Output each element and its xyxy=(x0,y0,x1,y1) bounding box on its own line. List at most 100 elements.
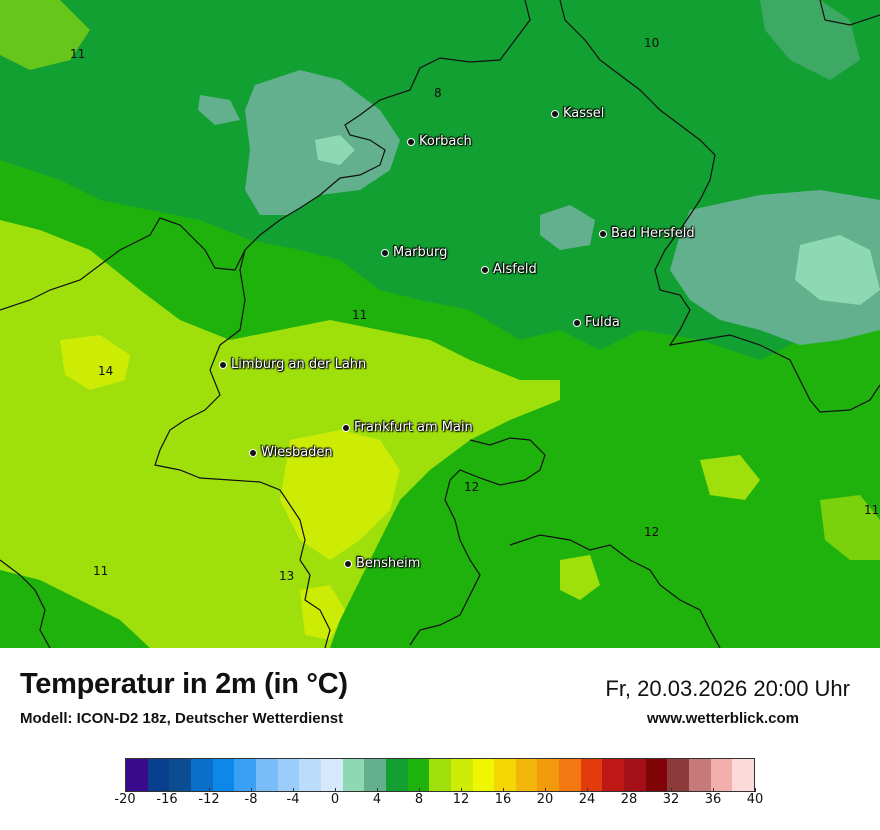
legend-swatch xyxy=(624,759,646,791)
legend-swatch xyxy=(645,759,668,791)
legend-swatch xyxy=(732,759,755,791)
field-patch xyxy=(700,455,760,500)
legend-tick-mark xyxy=(209,788,210,792)
field-patch xyxy=(560,555,600,600)
legend-swatch xyxy=(255,759,278,791)
field-zone-13-15 xyxy=(0,220,560,648)
city-kassel: Kassel xyxy=(551,106,604,121)
legend-ticks: -20 -16 -12 -8 -4 0 4 8 12 16 20 24 28 32 36 40 xyxy=(114,788,763,816)
legend-swatch xyxy=(602,759,625,791)
legend-tick-label: 12 xyxy=(452,792,470,807)
color-legend xyxy=(125,758,755,792)
legend-tick-mark xyxy=(755,788,756,792)
isoline-label: 11 xyxy=(93,564,109,578)
legend-tick-label: 20 xyxy=(536,792,554,807)
website-link[interactable]: www.wetterblick.com xyxy=(647,710,799,727)
border-west xyxy=(154,249,331,648)
isoline-label: 11 xyxy=(70,47,86,61)
legend-tick-mark xyxy=(251,788,252,792)
legend-swatch xyxy=(580,759,603,791)
city-wiesbaden: Wiesbaden xyxy=(249,445,333,460)
field-patch xyxy=(198,95,240,125)
city-dot xyxy=(599,229,607,238)
legend-tick-mark xyxy=(545,788,546,792)
border-south-inner xyxy=(409,437,546,646)
legend-swatch xyxy=(212,759,235,791)
map-title: Temperatur in 2m (in °C) xyxy=(20,668,348,700)
legend-swatch xyxy=(494,759,516,791)
legend-tick-mark xyxy=(587,788,588,792)
field-zone-4-6-west xyxy=(315,135,355,165)
legend-swatch xyxy=(320,759,343,791)
city-dot xyxy=(344,559,352,568)
city-label: Bad Hersfeld xyxy=(611,226,695,241)
city-dot xyxy=(573,318,581,327)
border-east xyxy=(559,0,880,413)
legend-tick-mark xyxy=(671,788,672,792)
legend-tick-mark xyxy=(419,788,420,792)
legend-tick-label: -4 xyxy=(286,792,300,807)
legend-swatch xyxy=(385,759,408,791)
legend-swatch xyxy=(407,759,430,791)
city-label: Frankfurt am Main xyxy=(354,420,473,435)
city-dot xyxy=(551,109,559,118)
legend-tick-label: 32 xyxy=(662,792,680,807)
city-marburg: Marburg xyxy=(381,245,447,260)
border-ne xyxy=(819,0,880,26)
city-label: Fulda xyxy=(585,315,620,330)
legend-tick-mark xyxy=(629,788,630,792)
field-patch xyxy=(60,335,130,390)
city-frankfurt: Frankfurt am Main xyxy=(342,420,473,435)
city-dot xyxy=(407,137,415,146)
field-patch xyxy=(300,585,345,640)
isoline-label: 14 xyxy=(98,364,114,378)
field-zone-15-17 xyxy=(280,430,400,560)
isoline-label: 10 xyxy=(644,36,660,50)
city-alsfeld: Alsfeld xyxy=(481,262,537,277)
legend-tick-mark xyxy=(293,788,294,792)
legend-tick-label: -12 xyxy=(198,792,220,807)
legend-tick-label: 8 xyxy=(414,792,424,807)
legend-tick-mark xyxy=(503,788,504,792)
city-label: Marburg xyxy=(393,245,448,260)
city-dot xyxy=(481,265,489,274)
city-dot xyxy=(381,248,389,257)
legend-swatch xyxy=(667,759,690,791)
temperature-map: Kassel Korbach Bad Hersfeld Marburg Alsf… xyxy=(0,0,880,648)
legend-swatch xyxy=(472,759,495,791)
legend-tick-label: 40 xyxy=(746,792,764,807)
legend-tick-mark xyxy=(713,788,714,792)
legend-swatch xyxy=(710,759,733,791)
city-label: Alsfeld xyxy=(493,262,537,277)
legend-tick-mark xyxy=(377,788,378,792)
isoline-label: 13 xyxy=(279,569,295,583)
legend-swatch xyxy=(515,759,538,791)
legend-tick-label: 24 xyxy=(578,792,596,807)
border-south xyxy=(509,534,721,648)
legend-tick-mark xyxy=(461,788,462,792)
legend-swatch xyxy=(190,759,213,791)
field-patch xyxy=(760,0,860,80)
legend-swatch xyxy=(537,759,560,791)
field-patch xyxy=(820,495,880,560)
legend-tick-mark xyxy=(335,788,336,792)
city-fulda: Fulda xyxy=(573,315,620,330)
field-zone-4-6-east xyxy=(795,235,880,305)
legend-tick-mark xyxy=(167,788,168,792)
isoline-label: 11 xyxy=(864,503,880,517)
field-zone-6-8-east xyxy=(670,190,880,345)
isoline-label: 12 xyxy=(644,525,660,539)
footer: Temperatur in 2m (in °C) Modell: ICON-D2… xyxy=(0,648,880,830)
city-label: Korbach xyxy=(419,134,472,149)
city-dot xyxy=(342,423,350,432)
temperature-field xyxy=(0,0,880,648)
legend-swatch xyxy=(299,759,321,791)
legend-swatch xyxy=(559,759,581,791)
legend-swatch xyxy=(277,759,300,791)
legend-tick-label: 28 xyxy=(620,792,638,807)
border-sw xyxy=(0,559,51,648)
city-bad-hersfeld: Bad Hersfeld xyxy=(599,226,695,241)
legend-tick-label: 36 xyxy=(704,792,722,807)
forecast-datetime: Fr, 20.03.2026 20:00 Uhr xyxy=(605,676,850,701)
legend-tick-label: -20 xyxy=(114,792,136,807)
